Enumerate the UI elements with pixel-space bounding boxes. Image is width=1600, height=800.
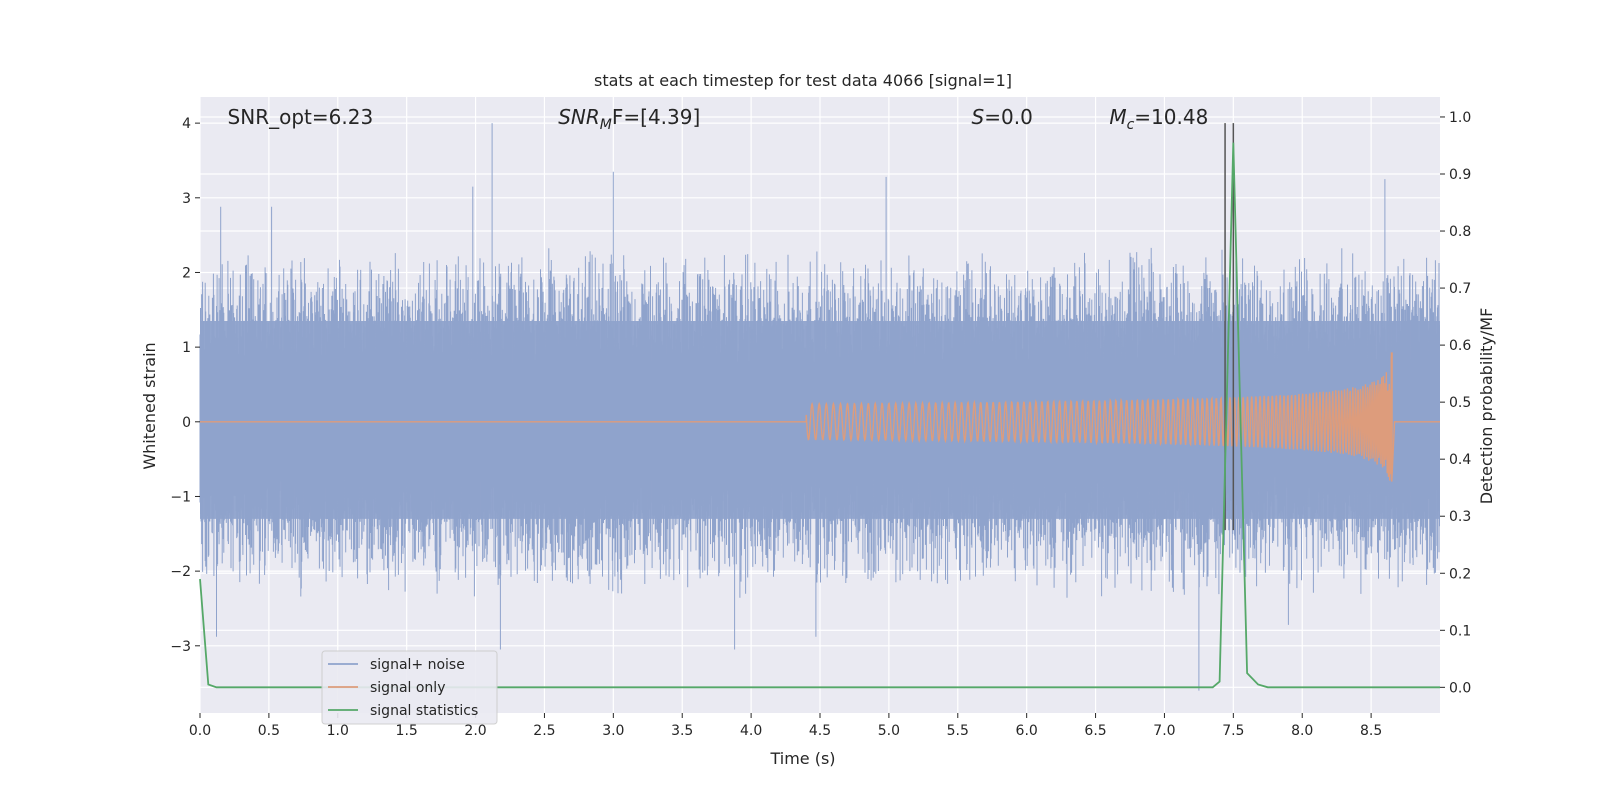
x-axis-label: Time (s) (769, 749, 835, 768)
x-tick-label: 4.5 (809, 723, 831, 739)
legend: signal+ noise signal only signal statistic… (321, 650, 498, 725)
x-tick-label: 5.0 (878, 723, 900, 739)
chirp-trace (200, 356, 1440, 482)
statistics-line (199, 142, 1440, 689)
y-left-tick-label: −1 (170, 489, 191, 505)
y-left-tick-label: 0 (182, 415, 191, 431)
y-left-tick-label: −2 (170, 564, 191, 580)
legend-label: signal only (370, 680, 445, 696)
series-signal-statistics (199, 142, 1440, 689)
y-left-tick-label: 3 (182, 191, 191, 207)
y-left-tick-label: 2 (182, 265, 191, 281)
annotation-text: S=0.0 (972, 105, 1033, 129)
x-tick-label: 7.0 (1153, 723, 1175, 739)
y-left-axis-label: Whitened strain (140, 342, 159, 469)
y-right-tick-label: 0.5 (1449, 395, 1471, 411)
y-right-tick-label: 0.1 (1449, 623, 1471, 639)
x-tick-label: 8.0 (1291, 723, 1313, 739)
x-tick-label: 5.5 (947, 723, 969, 739)
x-tick-label: 6.0 (1016, 723, 1038, 739)
x-tick-label: 6.5 (1084, 723, 1106, 739)
y-right-axis: 0.0 0.1 0.2 0.3 0.4 0.5 0.6 0.7 0.8 0.9 1.0 (1440, 110, 1471, 696)
x-tick-label: 7.5 (1222, 723, 1244, 739)
x-axis: 0.0 0.5 1.0 1.5 2.0 2.5 3.0 3.5 4.0 4.5 5.0 5.5 6.0 6… (189, 713, 1382, 739)
y-right-tick-label: 0.6 (1449, 338, 1471, 354)
annotation-text: Mc=10.48 (1109, 105, 1208, 133)
annotation-text: SNRMF=[4.39] (558, 105, 700, 133)
y-right-tick-label: 0.4 (1449, 452, 1471, 468)
x-tick-label: 2.0 (464, 723, 486, 739)
x-tick-label: 4.0 (740, 723, 762, 739)
y-right-tick-label: 0.7 (1449, 281, 1471, 297)
y-right-tick-label: 1.0 (1449, 110, 1471, 126)
x-tick-label: 8.5 (1360, 723, 1382, 739)
y-right-tick-label: 0.2 (1449, 566, 1471, 582)
y-left-tick-label: 4 (182, 116, 191, 132)
y-right-tick-label: 0.0 (1449, 680, 1471, 696)
y-right-tick-label: 0.8 (1449, 224, 1471, 240)
x-tick-label: 0.0 (189, 723, 211, 739)
noise-trace (199, 123, 1440, 691)
x-tick-label: 1.0 (327, 723, 349, 739)
y-right-axis-label: Detection probability/MF (1477, 308, 1496, 505)
y-left-tick-label: 1 (182, 340, 191, 356)
annotation-text: SNR_opt=6.23 (228, 105, 374, 129)
y-left-tick-label: −3 (170, 639, 191, 655)
series-signal-only (200, 352, 1440, 482)
x-tick-label: 2.5 (533, 723, 555, 739)
y-right-tick-label: 0.9 (1449, 167, 1471, 183)
legend-box (321, 650, 498, 725)
legend-label: signal statistics (370, 703, 478, 719)
x-tick-label: 3.5 (671, 723, 693, 739)
y-left-axis: −3 −2 −1 0 1 2 3 4 (170, 116, 200, 655)
legend-label: signal+ noise (370, 657, 465, 673)
annotations: SNR_opt=6.23 SNRMF=[4.39] S=0.0 Mc=10.48 (228, 105, 1209, 133)
chart-title: stats at each timestep for test data 406… (594, 71, 1012, 90)
y-right-tick-label: 0.3 (1449, 509, 1471, 525)
x-tick-label: 1.5 (396, 723, 418, 739)
x-tick-label: 3.0 (602, 723, 624, 739)
x-tick-label: 0.5 (258, 723, 280, 739)
